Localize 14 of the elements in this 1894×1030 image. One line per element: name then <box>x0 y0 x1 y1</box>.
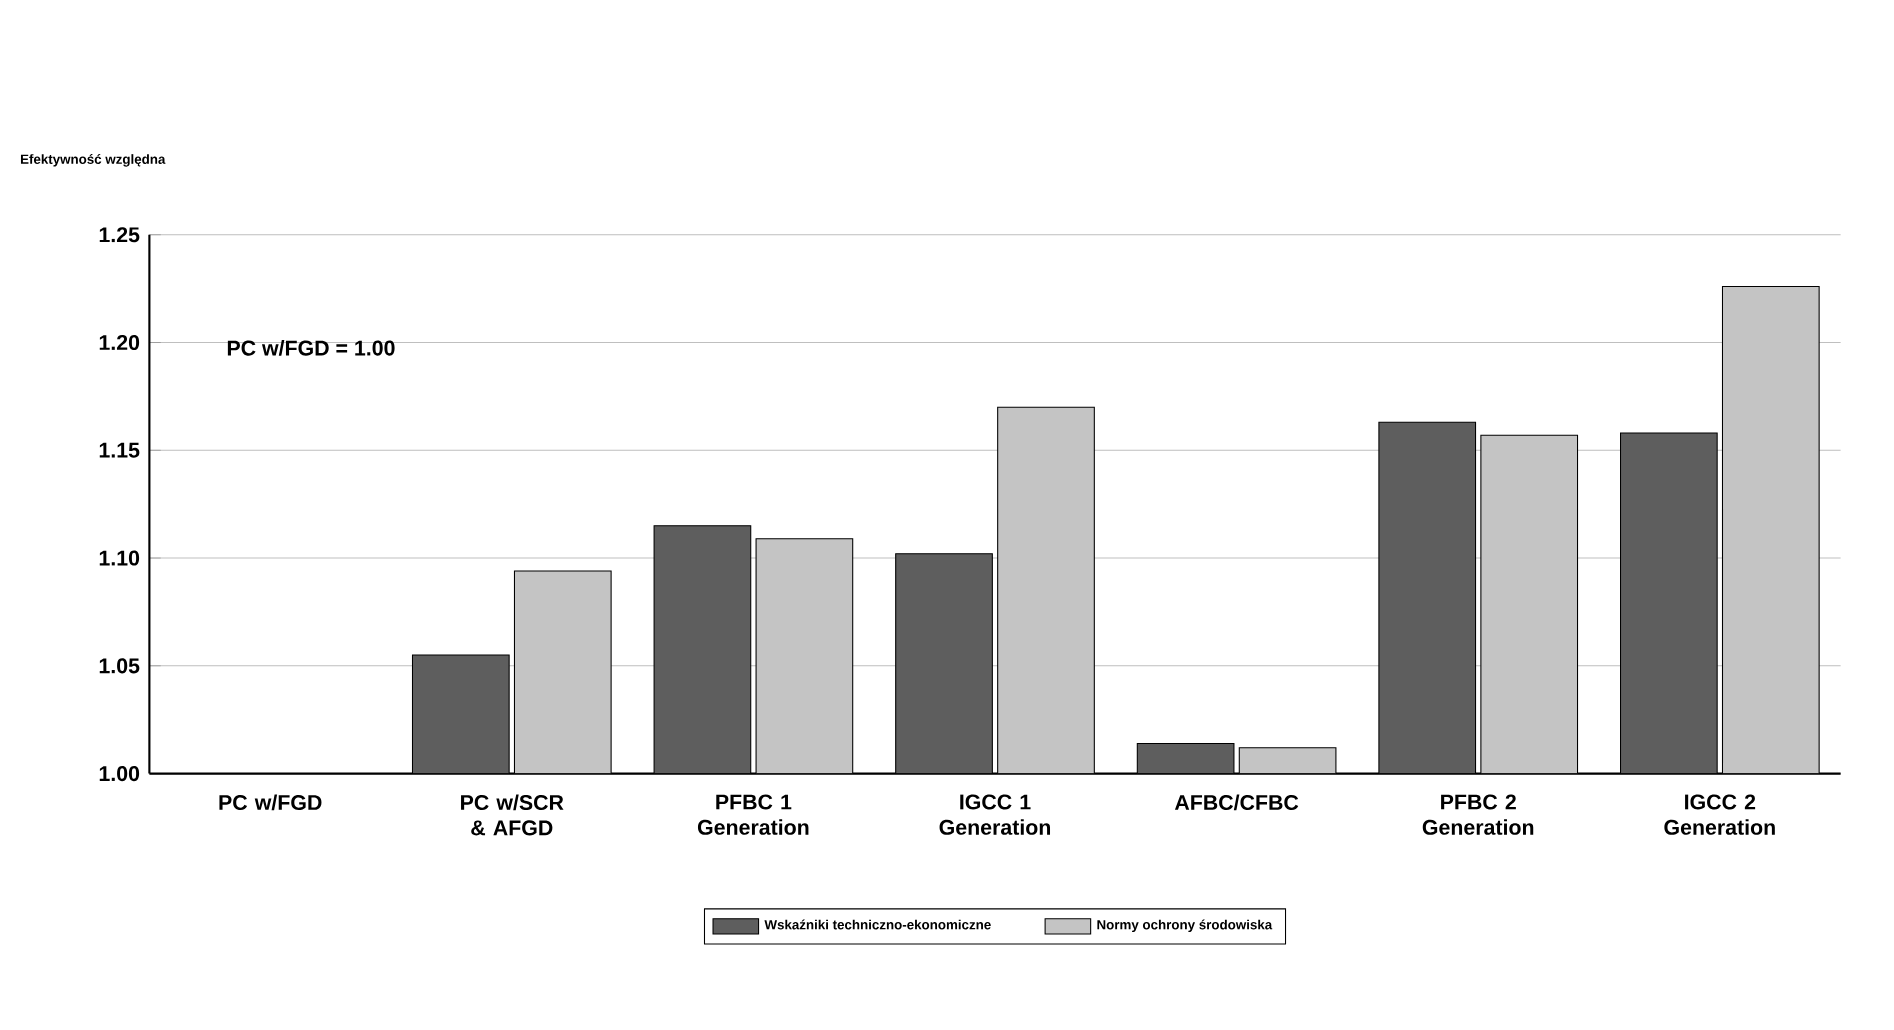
y-tick-label: 1.25 <box>99 227 140 243</box>
y-tick-label: 1.10 <box>99 550 140 566</box>
x-tick-label: PFBC 1 Generation <box>697 794 809 836</box>
y-tick-label: 1.15 <box>99 442 140 458</box>
x-tick-label: PC w/FGD <box>219 794 322 811</box>
y-tick-label: 1.05 <box>99 658 140 674</box>
x-tick-label: PFBC 2 Generation <box>1422 794 1534 836</box>
y-tick-label: 1.20 <box>99 335 140 351</box>
y-tick-label: 1.00 <box>99 766 140 782</box>
x-tick-label: IGCC 1 Generation <box>939 794 1051 836</box>
annotation: PC w/FGD = 1.00 <box>227 340 395 356</box>
x-tick-label: AFBC/CFBC <box>1174 794 1299 811</box>
x-tick-label: PC w/SCR & AFGD <box>461 794 564 836</box>
x-tick-label: IGCC 2 Generation <box>1664 794 1775 836</box>
